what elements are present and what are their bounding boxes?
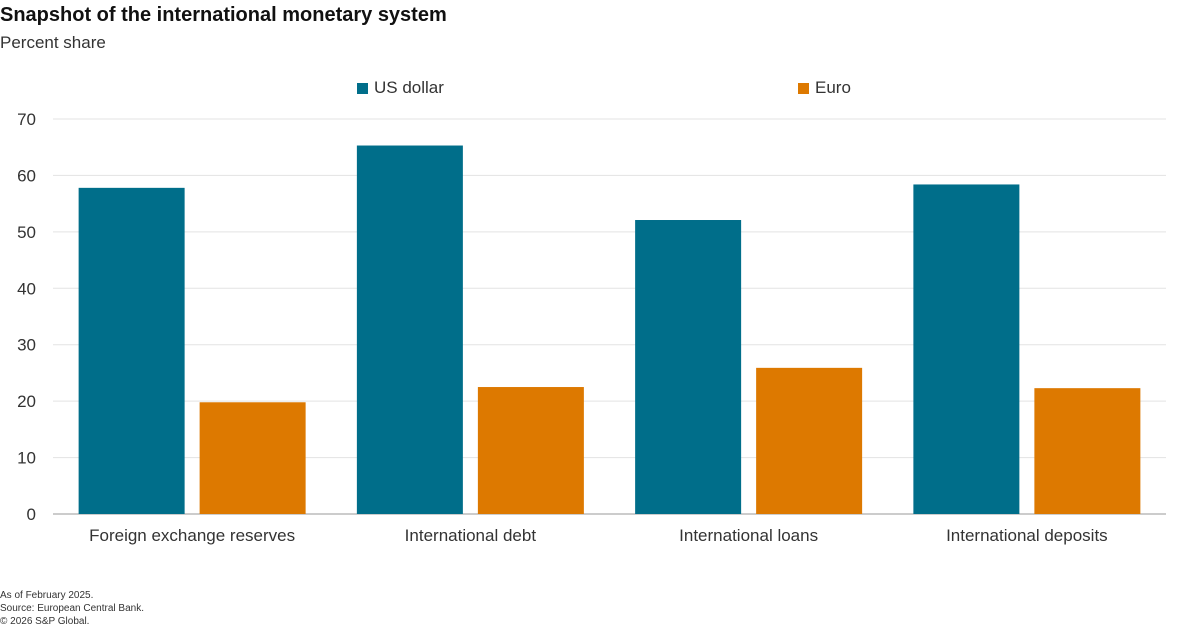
bar-euro [199,402,306,514]
x-tick-label: International deposits [946,526,1108,545]
y-tick-label: 20 [17,392,36,411]
bar-euro [756,367,863,514]
bar-euro [1034,388,1141,514]
x-tick-label: International loans [679,526,818,545]
bar-us-dollar [78,187,185,515]
bar-us-dollar [356,145,463,514]
x-tick-label: Foreign exchange reserves [89,526,295,545]
legend-item-us-dollar: US dollar [357,78,444,98]
y-tick-label: 0 [27,505,36,524]
legend-swatch-us-dollar [357,82,368,94]
x-tick-label: International debt [405,526,537,545]
y-tick-label: 50 [17,223,36,242]
bar-us-dollar [635,220,742,514]
footnote-source: Source: European Central Bank. [0,603,144,614]
footnote-copyright: © 2026 S&P Global. [0,616,90,627]
y-tick-label: 10 [17,449,36,468]
y-tick-label: 60 [17,166,36,185]
chart-title: Snapshot of the international monetary s… [0,4,447,26]
legend-label: US dollar [374,78,444,97]
legend-label: Euro [815,78,851,97]
y-tick-label: 40 [17,279,36,298]
legend-item-euro: Euro [798,78,851,98]
footnote-date: As of February 2025. [0,590,94,601]
bar-us-dollar [913,184,1020,514]
y-tick-label: 70 [17,110,36,129]
legend-swatch-euro [798,82,809,94]
bar-euro [477,387,584,514]
chart-subtitle: Percent share [0,33,106,52]
y-tick-label: 30 [17,336,36,355]
